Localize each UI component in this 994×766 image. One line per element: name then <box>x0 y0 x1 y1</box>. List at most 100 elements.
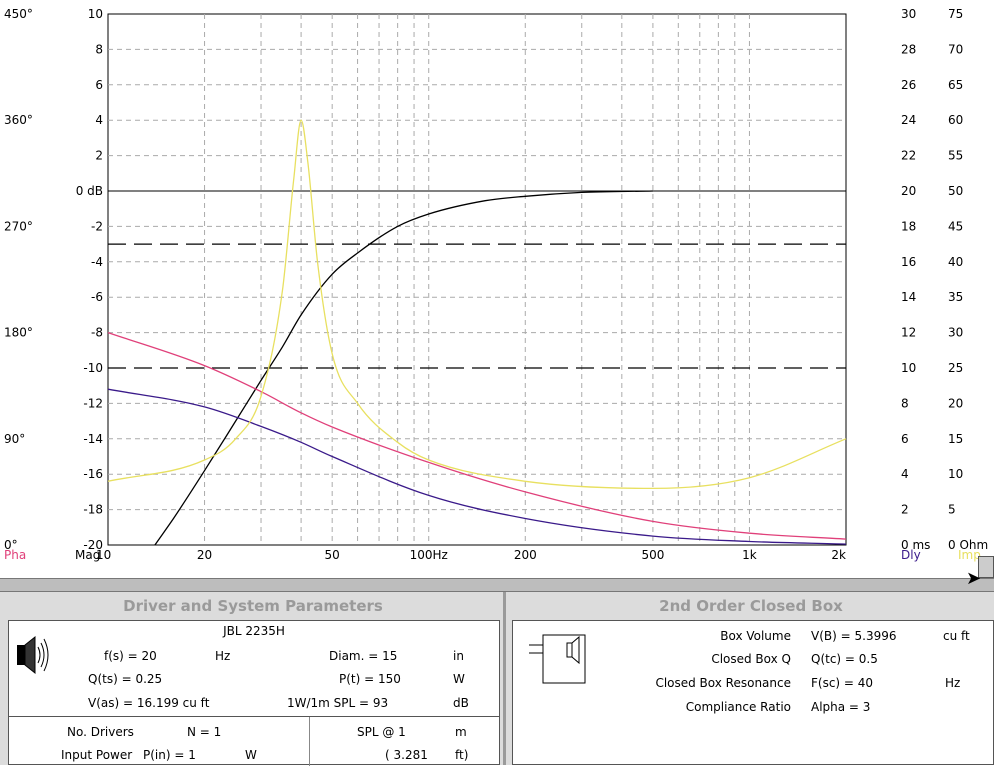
qts-value[interactable]: Q(ts) = 0.25 <box>88 672 163 686</box>
closed-box-icon <box>529 634 586 684</box>
impedance-tick-label: 65 <box>948 78 963 92</box>
spl-distance-label[interactable]: SPL @ 1 <box>357 725 406 739</box>
mouse-cursor-icon: ➤ <box>966 568 982 589</box>
delay-tick-label: 24 <box>901 113 916 127</box>
frequency-tick-label: 500 <box>641 548 664 562</box>
impedance-tick-label: 40 <box>948 255 963 269</box>
driver-panel-column-separator <box>309 717 310 766</box>
distance-feet-unit: ft) <box>455 748 469 762</box>
frequency-tick-label: 50 <box>325 548 340 562</box>
driver-panel-title: Driver and System Parameters <box>123 597 383 615</box>
distance-feet: ( 3.281 <box>385 748 428 762</box>
input-power-value[interactable]: P(in) = 1 <box>143 748 196 762</box>
delay-tick-label: 10 <box>901 361 916 375</box>
impedance-tick-label: 75 <box>948 7 963 21</box>
driver-panel: JBL 2235H f(s) = 20 Hz Q(ts) = 0.25 V(as… <box>8 620 500 766</box>
phase-tick-label: 180° <box>4 326 33 340</box>
impedance-tick-label: 30 <box>948 326 963 340</box>
pane-divider[interactable] <box>0 578 994 592</box>
magnitude-tick-label: 6 <box>95 78 103 92</box>
delay-tick-label: 14 <box>901 290 916 304</box>
closed-box-resonance-unit: Hz <box>945 676 961 690</box>
delay-tick-label: 22 <box>901 149 916 163</box>
fs-unit: Hz <box>215 649 231 663</box>
impedance-tick-label: 25 <box>948 361 963 375</box>
diam-value[interactable]: Diam. = 15 <box>329 649 398 663</box>
impedance-tick-label: 5 <box>948 503 956 517</box>
impedance-tick-label: 50 <box>948 184 963 198</box>
delay-tick-label: 30 <box>901 7 916 21</box>
magnitude-tick-label: 2 <box>95 149 103 163</box>
legend-impedance: Imp <box>958 548 981 562</box>
speaker-icon <box>17 635 49 675</box>
phase-tick-label: 0° <box>4 538 18 552</box>
magnitude-tick-label: 4 <box>95 113 103 127</box>
closed-box-resonance-value[interactable]: F(sc) = 40 <box>811 676 874 690</box>
closed-box-q-label: Closed Box Q <box>711 652 791 666</box>
closed-box-q-value[interactable]: Q(tc) = 0.5 <box>811 652 878 666</box>
diam-unit: in <box>453 649 464 663</box>
drivers-count-value[interactable]: N = 1 <box>187 725 222 739</box>
compliance-ratio-label: Compliance Ratio <box>685 700 791 714</box>
delay-curve <box>107 388 847 545</box>
vas-value[interactable]: V(as) = 16.199 cu ft <box>88 696 210 710</box>
response-chart[interactable]: 10 8 6 4 2 0 dB -2 -4 -6 -8 -10 -12 -14 -16 -18 -20 450°… <box>0 0 994 580</box>
magnitude-tick-label: -16 <box>83 467 103 481</box>
box-volume-unit: cu ft <box>943 629 970 643</box>
impedance-tick-label: 15 <box>948 432 963 446</box>
box-volume-value[interactable]: V(B) = 5.3996 <box>811 629 897 643</box>
driver-model[interactable]: JBL 2235H <box>223 624 285 638</box>
phase-tick-label: 450° <box>4 7 33 21</box>
impedance-tick-label: 55 <box>948 149 963 163</box>
spl-value[interactable]: 1W/1m SPL = 93 <box>287 696 389 710</box>
impedance-tick-label: 60 <box>948 113 963 127</box>
magnitude-tick-label: -10 <box>83 361 103 375</box>
frequency-tick-label: 10 <box>96 548 111 562</box>
phase-curve <box>107 331 847 540</box>
closed-box-resonance-label: Closed Box Resonance <box>655 676 791 690</box>
box-panel: Box Volume V(B) = 5.3996 cu ft Closed Bo… <box>512 620 994 765</box>
magnitude-tick-label: -18 <box>83 503 103 517</box>
impedance-tick-label: 20 <box>948 396 963 410</box>
spl-distance-unit: m <box>455 725 467 739</box>
impedance-curve <box>107 119 847 490</box>
input-power-label: Input Power <box>61 748 133 762</box>
frequency-tick-label: 200 <box>514 548 537 562</box>
compliance-ratio-value[interactable]: Alpha = 3 <box>811 700 871 714</box>
phase-tick-label: 270° <box>4 219 33 233</box>
drivers-count-label: No. Drivers <box>67 725 134 739</box>
input-power-unit: W <box>245 748 257 762</box>
impedance-tick-label: 35 <box>948 290 963 304</box>
frequency-tick-label: 20 <box>197 548 212 562</box>
frequency-tick-label: 2k <box>831 548 846 562</box>
magnitude-tick-label: -20 <box>83 538 103 552</box>
driver-panel-separator <box>9 716 499 717</box>
frequency-tick-label: 100Hz <box>410 548 448 562</box>
delay-tick-label: 26 <box>901 78 916 92</box>
phase-tick-label: 360° <box>4 113 33 127</box>
impedance-tick-label: 0 Ohm <box>948 538 988 552</box>
parameters-area: Driver and System Parameters JBL 2235H f… <box>0 592 994 766</box>
delay-tick-label: 4 <box>901 467 909 481</box>
plot-frame <box>107 13 847 546</box>
legend-delay: Dly <box>901 548 921 562</box>
delay-tick-label: 2 <box>901 503 909 517</box>
legend-phase: Pha <box>4 548 26 562</box>
magnitude-tick-label: 10 <box>88 7 103 21</box>
legend-magnitude: Mag <box>75 548 100 562</box>
magnitude-tick-label: -12 <box>83 396 103 410</box>
magnitude-tick-label: -2 <box>91 219 103 233</box>
magnitude-tick-label: 8 <box>95 42 103 56</box>
fs-value[interactable]: f(s) = 20 <box>104 649 157 663</box>
magnitude-tick-label: -6 <box>91 290 103 304</box>
delay-tick-label: 0 ms <box>901 538 930 552</box>
box-panel-title: 2nd Order Closed Box <box>659 597 843 615</box>
magnitude-tick-label: -8 <box>91 326 103 340</box>
impedance-tick-label: 70 <box>948 42 963 56</box>
magnitude-tick-label: 0 dB <box>76 184 103 198</box>
pt-value[interactable]: P(t) = 150 <box>339 672 401 686</box>
magnitude-tick-label: -4 <box>91 255 103 269</box>
delay-tick-label: 6 <box>901 432 909 446</box>
panel-split <box>503 592 506 765</box>
